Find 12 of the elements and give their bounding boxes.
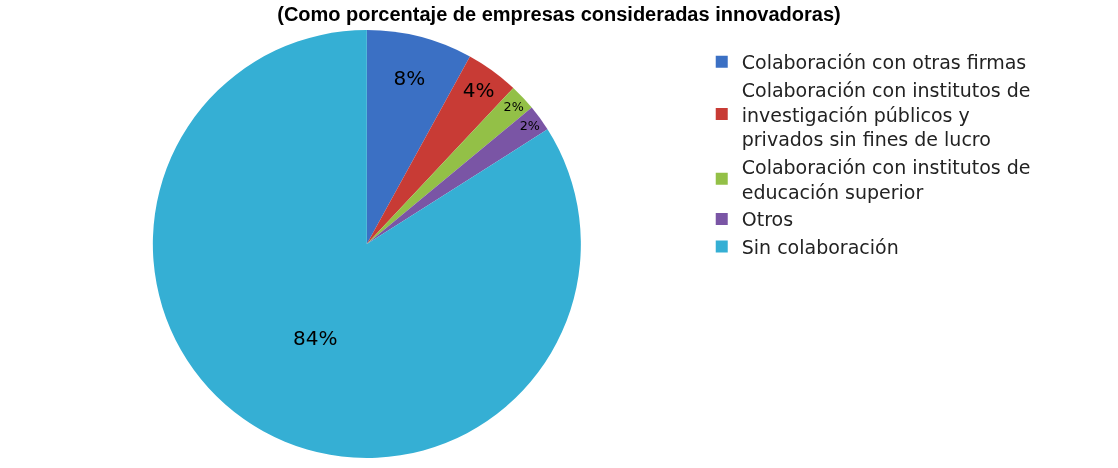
- legend-label: Otros: [741, 208, 794, 231]
- pie-slice: [152, 30, 581, 458]
- data-label: 4%: [462, 78, 495, 103]
- legend-label: Colaboración con institutos de educación superior: [741, 155, 1031, 203]
- data-label: 2%: [519, 118, 540, 134]
- chart-title: (Como porcentaje de empresas consideradas innovadoras): [277, 3, 841, 26]
- data-label: 8%: [393, 66, 426, 90]
- data-label: 84%: [293, 325, 338, 350]
- legend-label: Sin colaboración: [741, 236, 899, 258]
- data-label: 2%: [503, 98, 524, 114]
- legend-label: Colaboración con otras firmas: [741, 51, 1027, 74]
- legend-label: Colaboración con institutos de investigación públicos y privados sin fines de lucro: [741, 78, 1031, 151]
